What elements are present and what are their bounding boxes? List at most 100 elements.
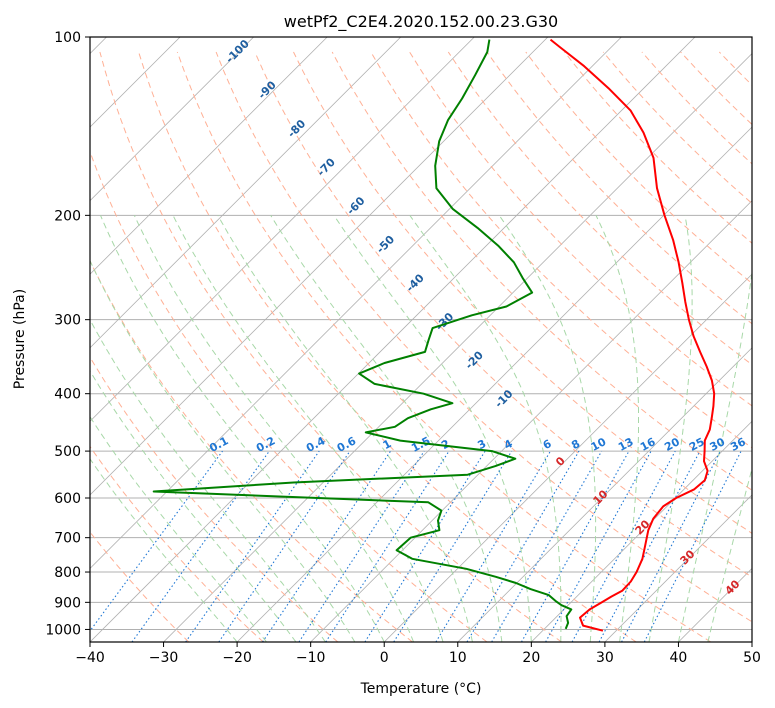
isotherm-line	[678, 567, 752, 642]
moist-adiabat-line	[172, 215, 444, 642]
mixing-ratio-line	[90, 450, 223, 632]
dry-adiabat-line	[90, 531, 190, 642]
dry-adiabat-line	[90, 259, 413, 642]
dry-adiabat-line	[680, 51, 752, 126]
isotherm-line	[310, 200, 752, 642]
moist-adiabat-line	[333, 215, 532, 642]
x-tick-label: 30	[596, 650, 614, 666]
isotherm-line	[90, 37, 475, 422]
mixing-ratio-line	[435, 450, 551, 642]
dry-adiabat-line	[718, 51, 752, 86]
mixing-ratio-line	[571, 450, 676, 642]
mixing-ratio-line	[131, 450, 270, 642]
isentrope-label: -90	[256, 78, 279, 101]
profile-series	[152, 38, 716, 632]
moist-adiabat-line	[595, 215, 639, 642]
dry-adiabat-line	[215, 51, 752, 623]
dry-adiabat-line	[293, 51, 752, 534]
mixing-ratio-label: 0.6	[335, 434, 359, 455]
isentrope-label: -10	[492, 387, 515, 410]
isotherm-line	[457, 347, 752, 642]
x-tick-label: −20	[222, 650, 252, 666]
plot-frame	[89, 36, 753, 643]
mixing-ratio-line	[466, 450, 580, 642]
dry-adiabat-line	[331, 51, 752, 491]
dry-adiabat-line	[447, 51, 752, 366]
isotherm-line	[236, 126, 752, 642]
isotherm-line	[90, 37, 549, 496]
moist-adiabat-line	[409, 215, 562, 642]
x-tick-label: 0	[380, 650, 389, 666]
moist-adiabat-line	[648, 215, 693, 642]
moist-adiabat-line	[133, 215, 415, 642]
dry-adiabat-line	[758, 52, 775, 642]
y-tick-label: 200	[54, 208, 81, 224]
isentrope-label: -70	[315, 155, 338, 178]
dry-adiabat-line	[99, 51, 562, 642]
dry-adiabat-line	[525, 51, 752, 284]
mixing-ratio-line	[364, 450, 486, 642]
x-tick-label: −30	[149, 650, 179, 666]
mixing-ratio-label: 36	[728, 435, 748, 454]
moist-adiabat-line	[217, 215, 473, 642]
moist-adiabat-label: 0	[553, 454, 568, 469]
y-tick-label: 100	[54, 30, 81, 46]
isentrope-label: -100	[223, 37, 252, 66]
mixing-ratio-label: 0.1	[207, 434, 230, 455]
isotherm-line	[90, 37, 622, 570]
isentrope-label: -50	[374, 233, 397, 256]
mixing-ratio-label: 25	[687, 435, 707, 454]
dry-adiabat-line	[90, 356, 339, 642]
isotherm-line	[531, 420, 752, 642]
x-tick-label: −10	[296, 650, 326, 666]
isotherm-line	[90, 37, 328, 275]
y-tick-label: 1000	[45, 622, 81, 638]
isotherm-line	[163, 52, 752, 642]
moist-adiabat-line	[677, 268, 752, 642]
background-lines	[90, 37, 775, 642]
dry-adiabat-line	[641, 51, 752, 165]
moist-adiabat-line	[90, 415, 267, 642]
dry-adiabat-line	[254, 51, 752, 578]
x-axis: −40 −30 −20 −10 0 10 20 30 40 50	[75, 642, 761, 666]
dry-adiabat-line	[90, 150, 488, 642]
temperature-profile-line	[549, 38, 716, 632]
x-axis-label: Temperature (°C)	[360, 681, 482, 697]
isentrope-label: -20	[463, 348, 486, 371]
x-tick-label: −40	[75, 650, 105, 666]
dry-adiabat-line	[138, 51, 637, 642]
y-tick-label: 700	[54, 531, 81, 547]
y-tick-label: 900	[54, 595, 81, 611]
isotherm-line	[604, 494, 752, 642]
dry-adiabat-line	[564, 51, 752, 244]
moist-adiabat-line	[270, 215, 503, 642]
moist-adiabat-line	[90, 458, 238, 642]
mixing-ratio-label: 13	[616, 435, 636, 454]
mixing-ratio-line	[393, 450, 513, 642]
x-tick-label: 40	[670, 650, 688, 666]
mixing-ratio-label: 30	[708, 435, 728, 454]
mixing-ratio-line	[643, 450, 742, 642]
moist-adiabat-line	[90, 318, 326, 642]
moist-adiabat-label: 30	[678, 547, 698, 567]
dewpoint-profile-line	[152, 39, 573, 630]
y-axis: 1000 900 800 700 600 500 400 300 200 100	[45, 30, 90, 638]
y-tick-label: 300	[54, 313, 81, 329]
mixing-ratio-line	[520, 450, 630, 642]
isotherm-line	[383, 273, 752, 642]
moist-adiabat-line	[90, 259, 356, 642]
moist-adiabat-line	[90, 369, 297, 642]
dry-adiabat-line	[409, 51, 752, 407]
mixing-ratio-line	[598, 450, 701, 642]
dry-adiabat-line	[370, 51, 752, 449]
chart-title: wetPf2_C2E4.2020.152.00.23.G30	[284, 12, 558, 32]
mixing-ratio-label: 8	[569, 437, 582, 452]
x-tick-label: 10	[449, 650, 467, 666]
dry-adiabat-line	[90, 445, 264, 642]
isentrope-label: -40	[404, 271, 427, 294]
mixing-ratio-line	[545, 450, 652, 642]
mixing-ratio-label: 16	[638, 435, 658, 454]
dry-adiabat-line	[486, 51, 752, 325]
y-tick-label: 600	[54, 491, 81, 507]
